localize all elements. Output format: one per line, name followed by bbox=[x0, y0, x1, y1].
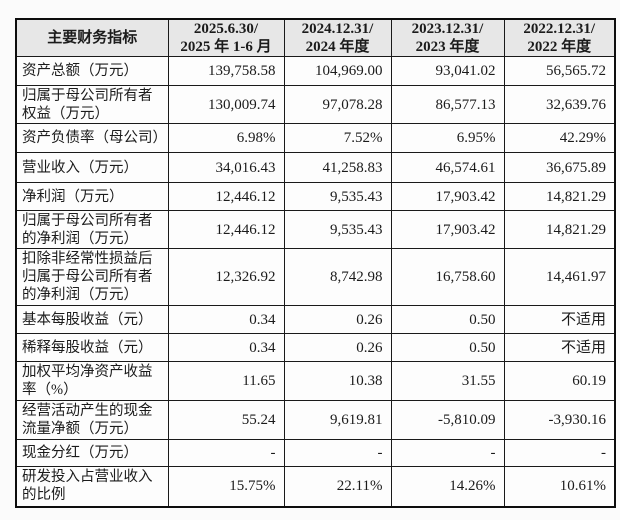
table-row: 扣除非经常性损益后 归属于母公司所有者 的净利润（万元） 12,326.92 8… bbox=[15, 248, 616, 306]
value-cell: 10.38 bbox=[283, 361, 392, 401]
header-cell-period-2024: 2024.12.31/ 2024 年度 bbox=[283, 18, 392, 57]
table-header-row: 主要财务指标 2025.6.30/ 2025 年 1-6 月 2024.12.3… bbox=[15, 18, 616, 57]
value-cell: 55.24 bbox=[167, 400, 285, 440]
table-row: 营业收入（万元） 34,016.43 41,258.83 46,574.61 3… bbox=[15, 152, 616, 183]
value-cell: - bbox=[503, 439, 616, 467]
value-cell: 36,675.89 bbox=[503, 152, 616, 183]
value-cell: 12,446.12 bbox=[167, 210, 285, 249]
table-row: 加权平均净资产收益 率（%） 11.65 10.38 31.55 60.19 bbox=[15, 361, 616, 401]
table-row: 归属于母公司所有者 的净利润（万元） 12,446.12 9,535.43 17… bbox=[15, 210, 616, 249]
value-cell: 104,969.00 bbox=[283, 56, 392, 86]
value-cell: 17,903.42 bbox=[390, 182, 505, 211]
value-cell: 139,758.58 bbox=[167, 56, 285, 86]
value-cell: 0.26 bbox=[283, 333, 392, 362]
value-cell: 10.61% bbox=[503, 466, 616, 507]
value-cell: 97,078.28 bbox=[283, 85, 392, 124]
table-row: 稀释每股收益（元） 0.34 0.26 0.50 不适用 bbox=[15, 333, 616, 362]
metric-label: 经营活动产生的现金 流量净额（万元） bbox=[15, 400, 169, 440]
value-cell: 32,639.76 bbox=[503, 85, 616, 124]
value-cell: 17,903.42 bbox=[390, 210, 505, 249]
metric-label: 扣除非经常性损益后 归属于母公司所有者 的净利润（万元） bbox=[15, 248, 169, 306]
metric-label: 营业收入（万元） bbox=[15, 152, 169, 183]
value-cell: 16,758.60 bbox=[390, 248, 505, 306]
value-cell: 12,446.12 bbox=[167, 182, 285, 211]
header-cell-metric: 主要财务指标 bbox=[15, 18, 169, 57]
value-cell: 11.65 bbox=[167, 361, 285, 401]
table-row: 资产总额（万元） 139,758.58 104,969.00 93,041.02… bbox=[15, 56, 616, 86]
value-cell: 22.11% bbox=[283, 466, 392, 507]
metric-label: 资产负债率（母公司） bbox=[15, 123, 169, 153]
value-cell: 0.34 bbox=[167, 333, 285, 362]
header-cell-period-2025: 2025.6.30/ 2025 年 1-6 月 bbox=[167, 18, 285, 57]
value-cell: -3,930.16 bbox=[503, 400, 616, 440]
table-row: 资产负债率（母公司） 6.98% 7.52% 6.95% 42.29% bbox=[15, 123, 616, 153]
value-cell: 14.26% bbox=[390, 466, 505, 507]
value-cell: 56,565.72 bbox=[503, 56, 616, 86]
header-cell-period-2023: 2023.12.31/ 2023 年度 bbox=[390, 18, 505, 57]
value-cell: 12,326.92 bbox=[167, 248, 285, 306]
value-cell: 41,258.83 bbox=[283, 152, 392, 183]
value-cell: 46,574.61 bbox=[390, 152, 505, 183]
value-cell: 31.55 bbox=[390, 361, 505, 401]
value-cell: 6.98% bbox=[167, 123, 285, 153]
table-row: 归属于母公司所有者 权益（万元） 130,009.74 97,078.28 86… bbox=[15, 85, 616, 124]
value-cell: 42.29% bbox=[503, 123, 616, 153]
metric-label: 归属于母公司所有者 权益（万元） bbox=[15, 85, 169, 124]
value-cell: 15.75% bbox=[167, 466, 285, 507]
value-cell: 9,619.81 bbox=[283, 400, 392, 440]
value-cell: 130,009.74 bbox=[167, 85, 285, 124]
value-cell: 60.19 bbox=[503, 361, 616, 401]
table-row: 现金分红（万元） - - - - bbox=[15, 439, 616, 467]
value-cell: 0.50 bbox=[390, 333, 505, 362]
metric-label: 现金分红（万元） bbox=[15, 439, 169, 467]
metric-label: 基本每股收益（元） bbox=[15, 305, 169, 334]
value-cell: -5,810.09 bbox=[390, 400, 505, 440]
metric-label: 归属于母公司所有者 的净利润（万元） bbox=[15, 210, 169, 249]
value-cell: - bbox=[167, 439, 285, 467]
metric-label: 稀释每股收益（元） bbox=[15, 333, 169, 362]
table-row: 经营活动产生的现金 流量净额（万元） 55.24 9,619.81 -5,810… bbox=[15, 400, 616, 440]
value-cell: 不适用 bbox=[503, 333, 616, 362]
value-cell: 9,535.43 bbox=[283, 210, 392, 249]
table-row: 研发投入占营业收入 的比例 15.75% 22.11% 14.26% 10.61… bbox=[15, 466, 616, 507]
table-row: 净利润（万元） 12,446.12 9,535.43 17,903.42 14,… bbox=[15, 182, 616, 211]
value-cell: 0.26 bbox=[283, 305, 392, 334]
value-cell: - bbox=[390, 439, 505, 467]
value-cell: 14,821.29 bbox=[503, 210, 616, 249]
metric-label: 研发投入占营业收入 的比例 bbox=[15, 466, 169, 507]
value-cell: 不适用 bbox=[503, 305, 616, 334]
value-cell: 9,535.43 bbox=[283, 182, 392, 211]
value-cell: 7.52% bbox=[283, 123, 392, 153]
value-cell: 93,041.02 bbox=[390, 56, 505, 86]
value-cell: 0.50 bbox=[390, 305, 505, 334]
value-cell: 8,742.98 bbox=[283, 248, 392, 306]
value-cell: 14,821.29 bbox=[503, 182, 616, 211]
value-cell: 34,016.43 bbox=[167, 152, 285, 183]
financial-metrics-table: 主要财务指标 2025.6.30/ 2025 年 1-6 月 2024.12.3… bbox=[15, 18, 616, 508]
metric-label: 加权平均净资产收益 率（%） bbox=[15, 361, 169, 401]
metric-label: 资产总额（万元） bbox=[15, 56, 169, 86]
table-row: 基本每股收益（元） 0.34 0.26 0.50 不适用 bbox=[15, 305, 616, 334]
value-cell: - bbox=[283, 439, 392, 467]
value-cell: 0.34 bbox=[167, 305, 285, 334]
metric-label: 净利润（万元） bbox=[15, 182, 169, 211]
header-cell-period-2022: 2022.12.31/ 2022 年度 bbox=[503, 18, 616, 57]
value-cell: 14,461.97 bbox=[503, 248, 616, 306]
value-cell: 6.95% bbox=[390, 123, 505, 153]
value-cell: 86,577.13 bbox=[390, 85, 505, 124]
